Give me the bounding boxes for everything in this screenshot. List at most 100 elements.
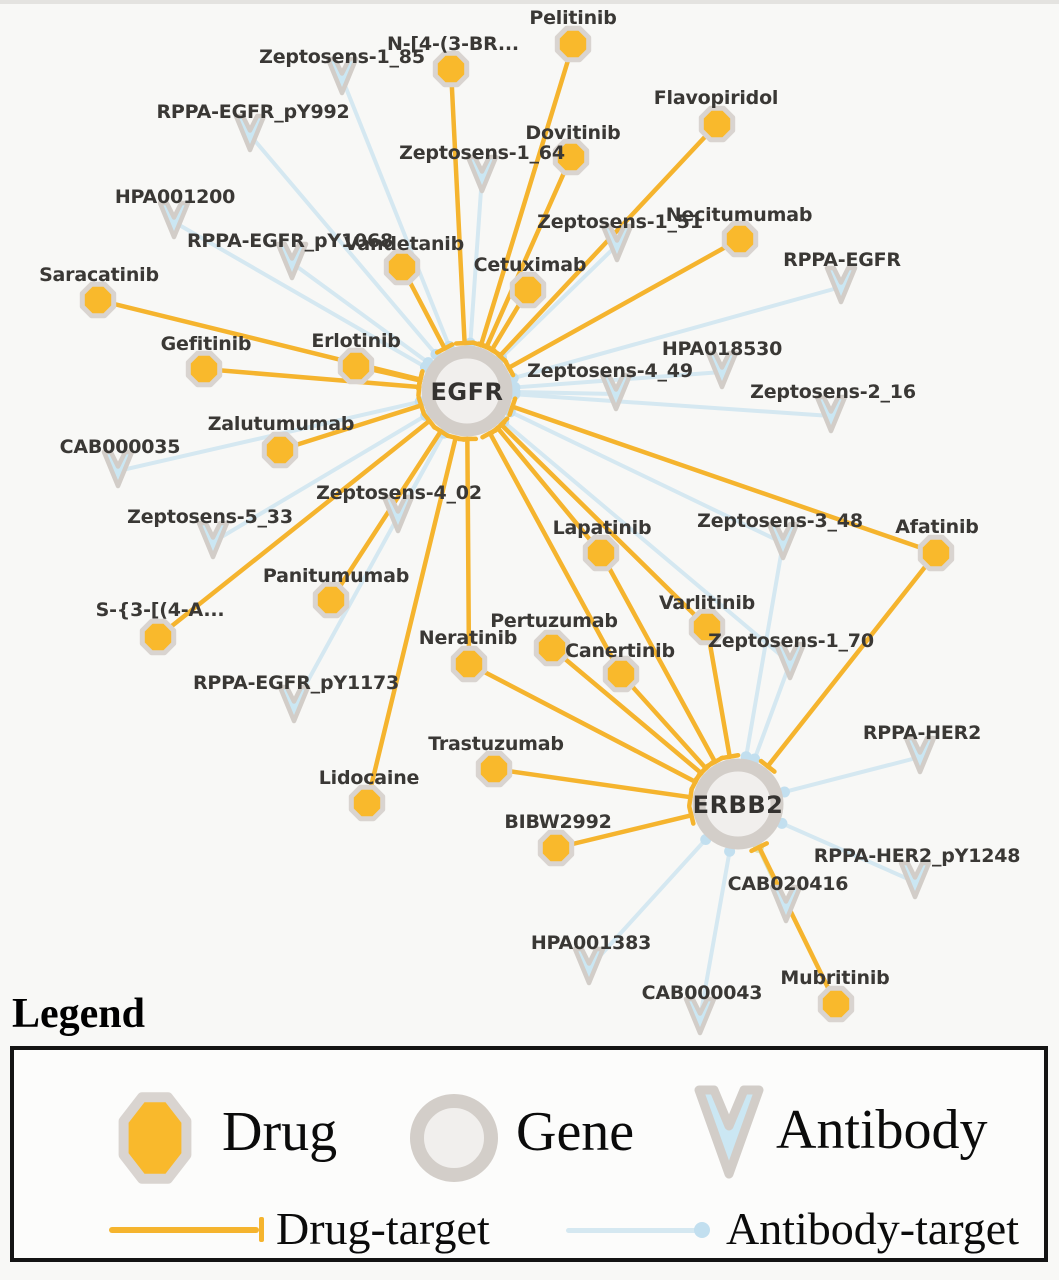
edge-bibw2992-erbb2 xyxy=(553,804,696,851)
drug-node-lidocaine[interactable] xyxy=(348,784,386,822)
antibody-node-hpa001383[interactable] xyxy=(572,946,606,986)
edge-pertuzumab-erbb2 xyxy=(549,645,709,782)
antibody-target-edge-swatch xyxy=(566,1228,700,1233)
antibody-node-hpa018530[interactable] xyxy=(705,350,739,390)
drug-node-bibw2992[interactable] xyxy=(537,829,575,867)
node-label-saracatinib: Saracatinib xyxy=(39,264,159,286)
antibody-node-zeptosens_1_51[interactable] xyxy=(600,223,634,263)
drug-node-vandetanib[interactable] xyxy=(383,248,421,286)
node-label-necitumumab: Necitumumab xyxy=(666,204,813,226)
drug-node-afatinib[interactable] xyxy=(917,534,955,572)
drug-node-erlotinib[interactable] xyxy=(337,347,375,385)
antibody-node-zeptosens_3_48[interactable] xyxy=(766,521,800,561)
node-label-lapatinib: Lapatinib xyxy=(553,517,652,539)
antibody-node-zeptosens_4_49[interactable] xyxy=(599,372,633,412)
antibody-node-hpa001200[interactable] xyxy=(157,200,191,240)
drug-node-s3_4a[interactable] xyxy=(139,618,177,656)
antibody-node-rppa_egfr_py992[interactable] xyxy=(233,113,267,153)
drug-node-pertuzumab[interactable] xyxy=(533,629,571,667)
gene-label-egfr: EGFR xyxy=(431,378,504,406)
node-label-bibw2992: BIBW2992 xyxy=(504,811,611,833)
legend-drug-icon xyxy=(118,1092,192,1184)
label-layer: Pelitinib N-[4-(3-BR... Flavopiridol Doviti… xyxy=(39,7,1020,1004)
edge-trastuzumab-erbb2 xyxy=(491,766,694,808)
node-label-gefitinib: Gefitinib xyxy=(161,333,252,355)
node-label-afatinib: Afatinib xyxy=(895,516,978,538)
drug-node-pelitinib[interactable] xyxy=(554,25,592,63)
edge-rppa_her2-erbb2 xyxy=(778,755,922,798)
node-label-rppa_her2_py1248: RPPA-HER2_pY1248 xyxy=(814,845,1021,867)
antibody-node-cab000035[interactable] xyxy=(101,449,135,489)
drug-node-zalutumumab[interactable] xyxy=(261,431,299,469)
legend-box: Drug Gene Antibody Drug-target Antibody-… xyxy=(10,1046,1048,1262)
edge-afatinib-erbb2 xyxy=(758,550,939,774)
node-label-rppa_egfr: RPPA-EGFR xyxy=(783,249,901,271)
drug-node-varlitinib[interactable] xyxy=(688,608,726,646)
antibody-target-dot-icon xyxy=(694,1222,710,1238)
antibody-node-rppa_her2[interactable] xyxy=(903,735,937,775)
node-label-hpa001383: HPA001383 xyxy=(531,932,651,954)
antibody-node-rppa_egfr_py1068[interactable] xyxy=(275,241,309,281)
legend-antibody-target-label: Antibody-target xyxy=(726,1203,1019,1254)
gene-node-erbb2[interactable]: ERBB2 xyxy=(692,758,784,850)
drug-node-necitumumab[interactable] xyxy=(721,220,759,258)
antibody-node-cab020416[interactable] xyxy=(769,884,803,924)
antibody-node-zeptosens_5_33[interactable] xyxy=(196,520,230,560)
drug-node-lapatinib[interactable] xyxy=(582,534,620,572)
node-label-trastuzumab: Trastuzumab xyxy=(428,733,564,755)
figure-top-rule xyxy=(0,0,1059,4)
legend-gene-label: Gene xyxy=(516,1101,635,1163)
node-label-rppa_her2: RPPA-HER2 xyxy=(863,722,981,744)
antibody-node-zeptosens_1_64[interactable] xyxy=(465,154,499,194)
node-label-rppa_egfr_py992: RPPA-EGFR_pY992 xyxy=(156,101,349,123)
node-label-rppa_egfr_py1173: RPPA-EGFR_pY1173 xyxy=(193,672,399,694)
drug-node-n4_3br[interactable] xyxy=(432,50,470,88)
drug-node-saracatinib[interactable] xyxy=(79,281,117,319)
antibody-node-zeptosens_1_85[interactable] xyxy=(325,56,359,96)
legend-antibody-icon xyxy=(694,1085,764,1179)
legend-drug-label: Drug xyxy=(222,1101,338,1163)
gene-node-egfr[interactable]: EGFR xyxy=(421,345,513,437)
drug-node-dovitinib[interactable] xyxy=(552,138,590,176)
legend-title: Legend xyxy=(12,991,146,1037)
edge-canertinib-erbb2 xyxy=(618,671,715,777)
node-label-zeptosens_5_33: Zeptosens-5_33 xyxy=(127,506,293,528)
legend-antibody-label: Antibody xyxy=(776,1099,988,1161)
edge-layer xyxy=(95,41,939,1020)
node-label-cab000035: CAB000035 xyxy=(60,436,181,458)
edge-neratinib-egfr xyxy=(456,436,479,667)
drug-octagon-icon xyxy=(118,1092,192,1184)
node-label-zeptosens_4_02: Zeptosens-4_02 xyxy=(316,482,482,504)
antibody-node-zeptosens_1_70[interactable] xyxy=(773,641,807,681)
drug-node-cetuximab[interactable] xyxy=(509,271,547,309)
antibody-node-rppa_her2_py1248[interactable] xyxy=(898,860,932,900)
node-label-s3_4a: S-{3-[(4-A... xyxy=(96,599,225,621)
edge-s3_4a-egfr xyxy=(155,411,437,640)
node-label-zeptosens_4_49: Zeptosens-4_49 xyxy=(527,360,693,382)
edge-varlitinib-erbb2 xyxy=(704,624,741,761)
node-label-zeptosens_1_51: Zeptosens-1_51 xyxy=(537,211,703,233)
node-label-vandetanib: Vandetanib xyxy=(344,233,464,255)
drug-node-trastuzumab[interactable] xyxy=(475,750,513,788)
drug-node-gefitinib[interactable] xyxy=(185,350,223,388)
antibody-node-cab000043[interactable] xyxy=(683,996,717,1036)
drug-node-mubritinib[interactable] xyxy=(817,985,855,1023)
antibody-node-zeptosens_4_02[interactable] xyxy=(381,494,415,534)
drug-node-panitumumab[interactable] xyxy=(312,581,350,619)
node-label-zeptosens_1_70: Zeptosens-1_70 xyxy=(708,630,874,652)
edge-mubritinib-erbb2 xyxy=(749,841,839,1007)
drug-node-neratinib[interactable] xyxy=(450,645,488,683)
node-label-pelitinib: Pelitinib xyxy=(529,7,616,29)
antibody-node-zeptosens_2_16[interactable] xyxy=(814,394,848,434)
gene-layer: EGFR ERBB2 xyxy=(421,345,784,850)
antibody-layer xyxy=(101,56,937,1036)
antibody-node-rppa_egfr[interactable] xyxy=(824,265,858,305)
drug-target-edge-swatch xyxy=(109,1227,259,1233)
node-label-zeptosens_1_64: Zeptosens-1_64 xyxy=(399,142,565,164)
drug-node-canertinib[interactable] xyxy=(602,655,640,693)
node-label-varlitinib: Varlitinib xyxy=(659,592,755,614)
drug-node-flavopiridol[interactable] xyxy=(698,105,736,143)
node-label-panitumumab: Panitumumab xyxy=(263,565,409,587)
antibody-node-rppa_egfr_py1173[interactable] xyxy=(277,684,311,724)
